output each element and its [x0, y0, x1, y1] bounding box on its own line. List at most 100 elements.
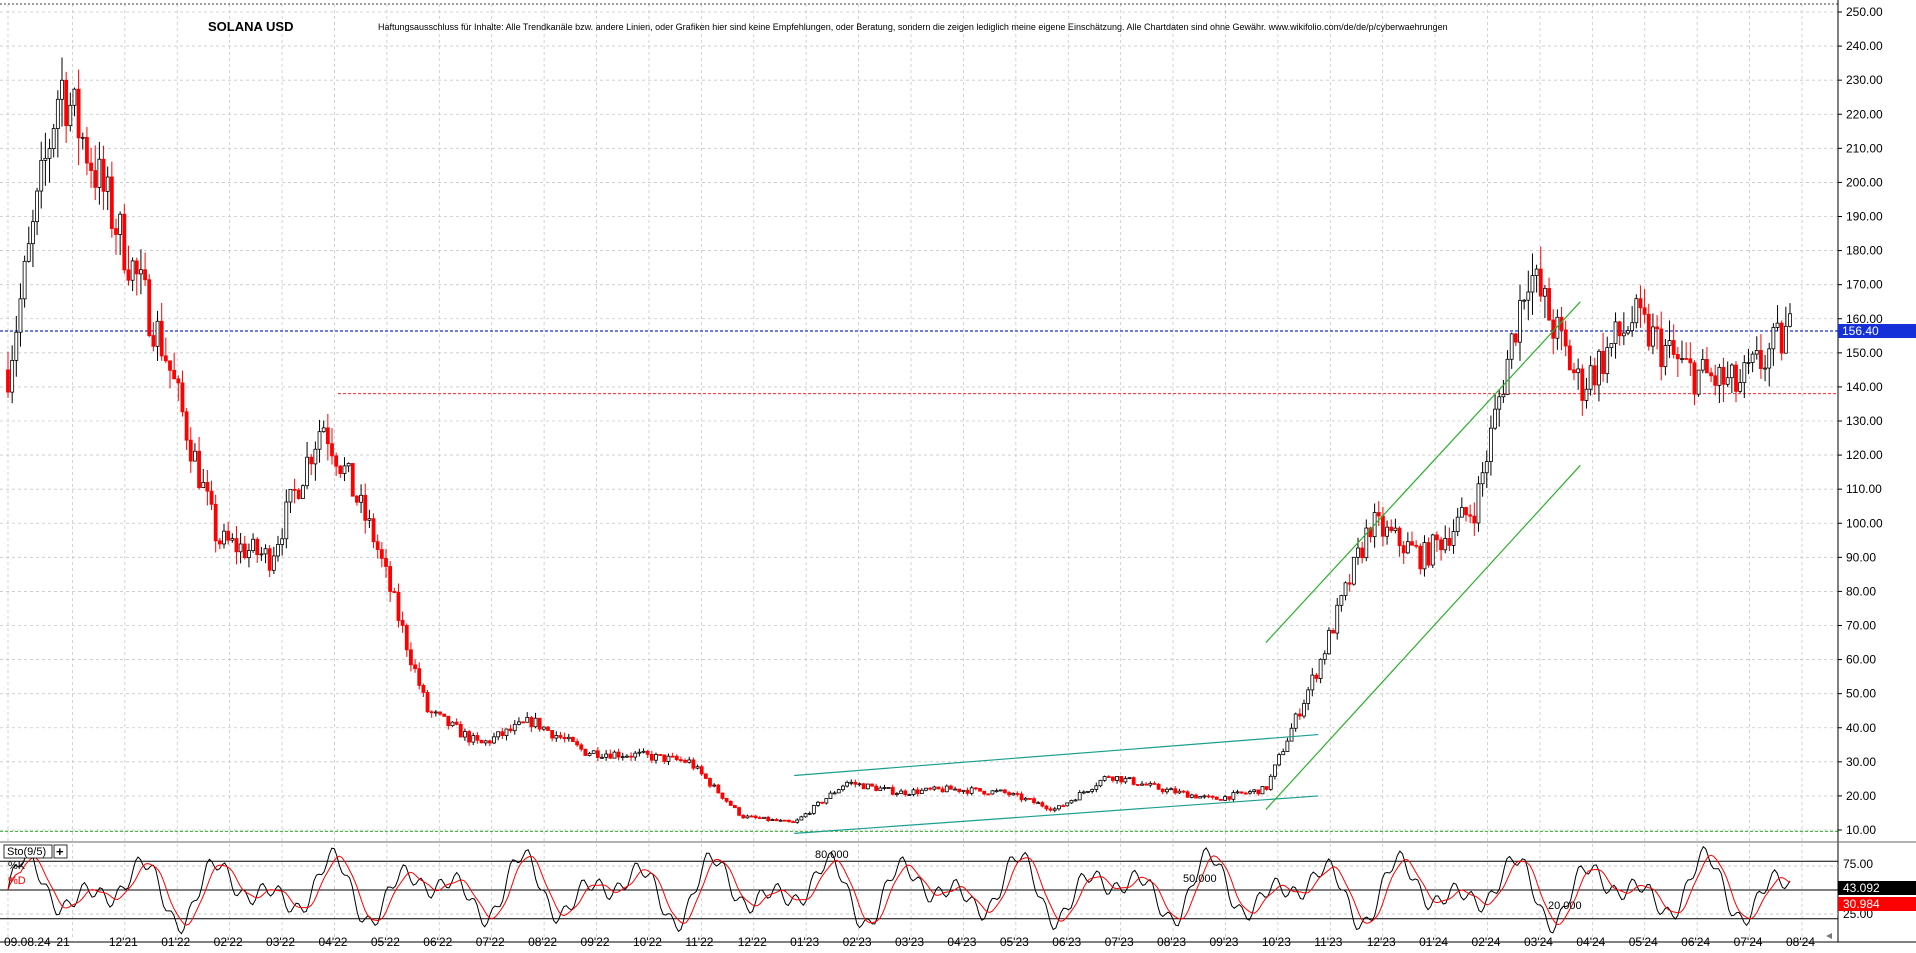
candle-body — [969, 787, 974, 794]
candle-body — [1713, 375, 1718, 386]
x-tick-label: 09'22 — [581, 935, 610, 948]
candle-body — [433, 711, 438, 714]
candle-body — [1318, 658, 1323, 679]
candle-body — [1655, 326, 1659, 330]
candle-body — [961, 789, 966, 792]
y-tick-label: 160.00 — [1846, 312, 1883, 326]
candle-body — [1339, 595, 1344, 606]
candle-body — [907, 794, 912, 796]
trend-channel-line — [794, 795, 1319, 835]
trend-channel-line — [1265, 301, 1581, 643]
candle-body — [579, 744, 584, 750]
candle-body — [222, 530, 226, 545]
y-tick-label: 80.00 — [1846, 584, 1876, 598]
candle-body — [1302, 703, 1306, 717]
candle-body — [583, 748, 588, 756]
candle-body — [720, 792, 725, 799]
candlestick-series — [6, 57, 1792, 824]
candle-body — [849, 781, 854, 784]
candle-body — [1273, 764, 1277, 777]
x-tick-label: 07'23 — [1105, 935, 1134, 948]
candle-body — [1032, 798, 1036, 804]
candle-body — [93, 170, 98, 188]
candle-body — [591, 750, 596, 754]
candle-body — [874, 785, 879, 791]
candle-body — [1430, 534, 1435, 566]
grid-lines — [0, 4, 1838, 940]
candle-body — [1651, 326, 1655, 347]
candle-body — [1140, 783, 1144, 786]
candle-body — [1563, 329, 1568, 347]
candle-body — [865, 783, 870, 790]
expand-button[interactable] — [53, 844, 68, 859]
scroll-left-button[interactable] — [1826, 933, 1832, 939]
candle-body — [986, 793, 991, 796]
candle-body — [342, 465, 347, 474]
candle-body — [637, 751, 642, 754]
candle-body — [500, 731, 505, 736]
stoch-legend: Sto(9/5) + %K %D — [3, 844, 68, 887]
candle-body — [438, 711, 442, 715]
candle-body — [1335, 604, 1340, 634]
y-tick-label: 60.00 — [1846, 653, 1876, 667]
candle-body — [47, 148, 52, 159]
candle-body — [89, 162, 93, 171]
candle-body — [562, 736, 567, 740]
stochastic-panel — [0, 845, 1838, 935]
candle-body — [14, 331, 19, 361]
x-tick-label: 06'23 — [1052, 935, 1081, 948]
candle-body — [708, 778, 712, 787]
x-tick-label: 01'23 — [790, 935, 819, 948]
candle-body — [595, 750, 600, 758]
candle-body — [529, 717, 534, 728]
candle-body — [371, 518, 376, 543]
candle-body — [1206, 795, 1211, 798]
candle-body — [1626, 330, 1630, 334]
candle-body — [841, 785, 845, 791]
candle-body — [126, 269, 131, 281]
candle-body — [1480, 472, 1485, 485]
x-tick-label: 06'22 — [423, 935, 452, 948]
candle-body — [184, 411, 189, 441]
candle-body — [1152, 782, 1157, 785]
candle-body — [886, 787, 891, 789]
y-tick-label: 150.00 — [1846, 346, 1883, 360]
candle-body — [18, 298, 23, 333]
candle-body — [1439, 539, 1443, 551]
candle-body — [271, 555, 276, 571]
candle-body — [620, 756, 625, 758]
candle-body — [1763, 367, 1767, 370]
candle-body — [554, 735, 559, 739]
candle-body — [899, 790, 903, 794]
candle-body — [1746, 362, 1751, 364]
candle-body — [1584, 388, 1589, 401]
candle-body — [1148, 782, 1153, 786]
candle-body — [1285, 740, 1290, 752]
candle-body — [654, 754, 658, 761]
candle-body — [255, 538, 260, 556]
candle-body — [1364, 527, 1369, 559]
stoch-label: Sto(9/5) — [7, 846, 46, 858]
candle-body — [724, 797, 729, 802]
candle-body — [1173, 788, 1178, 794]
candle-body — [895, 793, 899, 795]
candle-body — [1160, 788, 1165, 793]
stoch-axis-75: 75.00 — [1843, 857, 1873, 871]
candle-body — [1115, 776, 1119, 781]
candle-body — [1410, 541, 1414, 546]
x-tick-label: 09.08.24 — [4, 935, 51, 948]
candle-body — [633, 752, 638, 758]
candle-body — [766, 816, 771, 821]
candle-body — [1135, 784, 1140, 786]
x-tick-label: 11'22 — [685, 935, 713, 948]
candle-body — [1048, 808, 1053, 811]
arrow-left-icon[interactable] — [1826, 933, 1832, 939]
x-tick-label: 21 — [56, 935, 70, 948]
x-tick-label: 10'23 — [1262, 935, 1291, 948]
candle-body — [458, 723, 463, 738]
plus-icon[interactable]: + — [56, 844, 64, 859]
candle-body — [803, 813, 808, 818]
candle-body — [1015, 792, 1020, 795]
candle-body — [409, 649, 413, 666]
